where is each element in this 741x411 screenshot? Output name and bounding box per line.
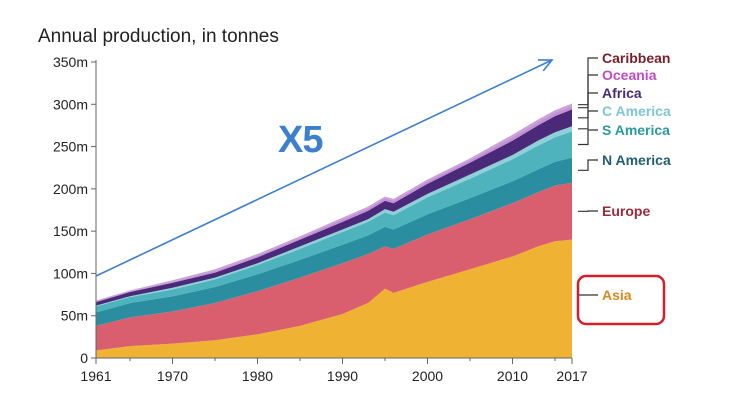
- y-tick-label: 0: [80, 350, 88, 366]
- legend-connector: [578, 129, 598, 146]
- legend-europe: Europe: [602, 203, 650, 219]
- area-europe: [96, 182, 572, 351]
- asia-highlight-box: [576, 274, 666, 326]
- legend-connector: [578, 110, 598, 130]
- legend-s-america: S America: [602, 122, 670, 138]
- legend-africa: Africa: [602, 85, 642, 101]
- y-tick-label: 150m: [53, 223, 88, 239]
- chart-title: Annual production, in tonnes: [38, 26, 279, 47]
- area-asia: [96, 239, 572, 358]
- x-tick-label: 1961: [80, 368, 111, 384]
- y-tick-label: 200m: [53, 181, 88, 197]
- legend-connector: [578, 159, 598, 171]
- x-tick-label: 1970: [157, 368, 188, 384]
- growth-arrow: [95, 59, 554, 277]
- y-tick-label: 350m: [53, 54, 88, 70]
- x-tick-label: 2017: [556, 368, 587, 384]
- growth-annotation: X5: [278, 119, 323, 161]
- legend-oceania: Oceania: [602, 67, 657, 83]
- axes: 0 50m 100m 150m 200m 250m 300m 350m 1961 1970 1980…: [53, 54, 588, 384]
- arrow-head: [537, 59, 554, 72]
- arrow-shaft: [95, 59, 553, 277]
- x-tick-label: 2010: [497, 368, 528, 384]
- area-n-america: [96, 157, 572, 326]
- legend-caribbean: Caribbean: [602, 50, 670, 66]
- y-tick-label: 300m: [53, 96, 88, 112]
- x-tick-label: 1990: [327, 368, 358, 384]
- y-tick-label: 50m: [61, 308, 88, 324]
- x-tick-label: 2000: [412, 368, 443, 384]
- legend-asia: Asia: [602, 287, 632, 303]
- stacked-areas: [96, 103, 572, 358]
- legend-c-america: C America: [602, 103, 671, 119]
- x-tick-label: 1980: [242, 368, 273, 384]
- legend-connector: [578, 74, 598, 109]
- legend-connector: [578, 92, 598, 119]
- legend-n-america: N America: [602, 152, 671, 168]
- y-tick-label: 250m: [53, 139, 88, 155]
- y-tick-label: 100m: [53, 265, 88, 281]
